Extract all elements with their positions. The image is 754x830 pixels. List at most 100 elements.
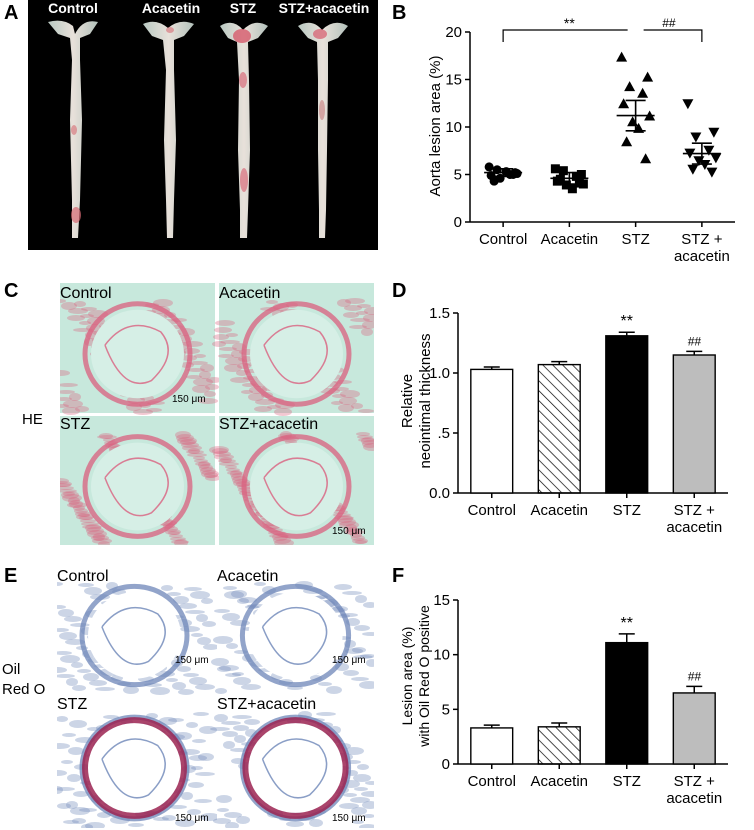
oil-acacetin-texture [351,677,369,681]
oil-micrographs [57,566,374,828]
oil-stz-acacetin-texture [234,735,246,743]
oil-control-texture [166,678,178,682]
he-control-texture [199,371,211,379]
chart-d-xtick-label: Control [468,502,516,519]
he-stz-texture [201,470,219,478]
oil-caption-control: Control [57,568,109,585]
he-control [60,283,222,415]
oil-control-texture [179,603,197,609]
oil-acacetin-texture [343,670,359,676]
oil-control-texture [178,689,194,695]
chart-f-bar: Lesion area (%) with Oil Red O positive … [399,592,728,807]
oil-stz-texture [81,824,93,828]
he-acacetin-texture [219,347,237,351]
oil-stz-texture [187,809,201,815]
he-control-texture [81,307,97,311]
he-stz-texture [76,514,94,520]
oil-stz-texture [191,766,203,770]
he-control-texture [198,398,218,404]
chart-d-bar [605,335,649,494]
he-stz-acacetin-texture [214,454,234,460]
oil-stz-texture [162,815,176,821]
chart-b-point [561,180,571,190]
he-stz-texture [87,530,107,538]
panel-label-c: C [4,280,19,302]
chart-b-point [567,184,577,194]
oil-stz-acacetin-texture [339,803,359,809]
he-acacetin-texture [349,325,367,329]
oil-control-texture [59,632,77,640]
oil-stz-acacetin-texture [316,712,336,716]
he-control-texture [61,302,77,310]
he-stz-acacetin-texture [344,529,364,535]
oil-acacetin-texture [366,659,374,667]
he-acacetin-texture [231,350,243,358]
chart-f-ytick-label: 0 [442,756,450,773]
oil-stz-texture [194,799,212,803]
he-control-texture [194,354,206,358]
oil-stz-acacetin-texture [309,819,323,827]
chart-f-ytick-label: 15 [433,592,450,609]
aorta-acacetin [143,21,194,238]
he-acacetin-texture [363,314,374,322]
he-stz-texture [97,435,117,439]
he-stz-acacetin-texture [352,538,368,544]
chart-d-ytick-label: 1.5 [429,305,450,322]
oil-control-texture [189,677,207,685]
he-stz-texture [176,434,194,442]
panel-label-a: A [4,2,19,24]
chart-b-bracket-1 [502,29,628,42]
panel-label-d: D [392,280,407,302]
he-stz-acacetin-texture [345,524,357,532]
he-control-texture [60,390,75,394]
he-control-texture [74,301,86,307]
oil-stz-acacetin [210,696,374,828]
oil-stz-lumen [88,723,181,813]
oil-control-lumen [88,592,181,679]
he-stz [60,416,221,545]
oil-stz-texture [189,755,207,761]
he-stz-texture [82,525,102,529]
he-acacetin-texture [331,401,343,405]
he-stz-texture [187,453,207,457]
chart-f-xtick-label: STZ [613,773,641,790]
oil-control-texture [202,621,216,627]
oil-acacetin-texture [237,598,249,604]
he-stz-texture [195,462,211,466]
chart-f-xtick-label: STZ + acacetin [666,773,722,807]
oil-stz-texture [63,820,79,824]
chart-b-xtick-label: STZ [621,231,649,248]
oil-control-texture [57,667,67,673]
he-control-texture [60,404,69,408]
he-stz-acacetin-texture [274,539,294,545]
oil-control-texture [95,687,115,691]
he-acacetin-texture [339,397,357,405]
he-acacetin-texture [338,404,354,412]
he-stz-texture [194,459,208,463]
chart-b-point [640,153,652,164]
oil-stz-acacetin-lumen [248,723,343,813]
he-caption-stz: STZ [60,416,91,433]
oil-acacetin-texture [345,648,363,654]
oil-stz-acacetin-texture [353,774,371,782]
chart-b-point [621,136,633,147]
chart-b-point [576,170,586,179]
chart-f-bar [672,692,716,765]
chart-d-bar [537,363,581,494]
chart-b-point [703,145,715,156]
oil-stz-texture [188,782,204,788]
he-stz-acacetin-texture [338,518,356,526]
oil-control-texture [150,687,170,695]
he-stz-texture [99,433,113,439]
oil-acacetin-texture [233,677,251,685]
oil-control-texture [89,680,107,686]
he-stz-texture [198,461,210,469]
oil-control-texture [78,583,94,587]
he-acacetin-leaflet [263,324,328,385]
chart-d-ytick-label: 1.0 [429,365,450,382]
he-control-texture [62,407,80,415]
chart-f-ytick-label: 5 [442,701,450,718]
he-stz-texture [73,505,85,511]
chart-b-point [616,51,628,62]
chart-b-ylabel: Aorta lesion area (%) [427,56,444,197]
